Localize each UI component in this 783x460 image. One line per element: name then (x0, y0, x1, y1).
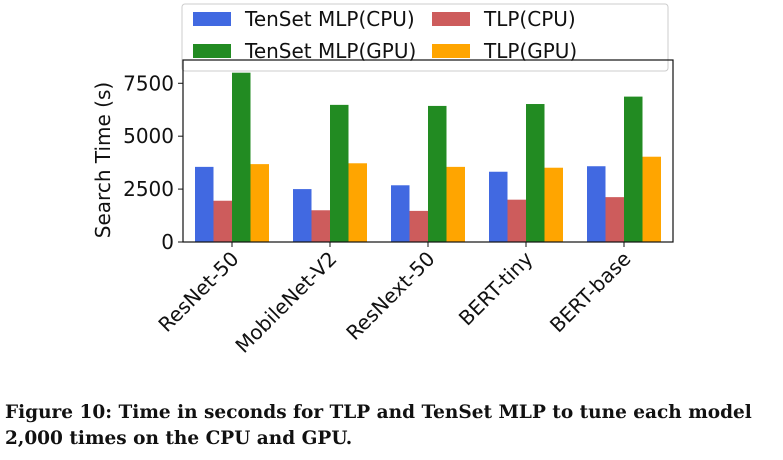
bar (213, 200, 232, 242)
legend-label: TLP(GPU) (483, 39, 577, 63)
bar (195, 166, 214, 242)
x-tick-label: ResNext-50 (341, 247, 439, 345)
bar (526, 104, 545, 242)
bar (293, 189, 312, 242)
bar (391, 185, 410, 242)
bar (232, 72, 251, 242)
bar (409, 210, 428, 242)
bar (624, 96, 643, 242)
bar (544, 167, 563, 242)
y-tick-label: 0 (161, 230, 174, 254)
bar (507, 199, 526, 242)
legend-swatch (193, 44, 231, 58)
bar (250, 164, 269, 242)
x-tick-label: BERT-tiny (454, 246, 538, 330)
legend-box (181, 3, 669, 72)
legend: TenSet MLP(CPU) TenSet MLP(GPU) TLP(CPU) TL… (181, 3, 669, 72)
y-tick-label: 5000 (123, 124, 174, 148)
legend-swatch (432, 12, 470, 26)
legend-label: TenSet MLP(CPU) (244, 7, 415, 31)
bar (489, 171, 508, 242)
figure-caption: Figure 10: Time in seconds for TLP and T… (5, 402, 752, 449)
x-tick-label: BERT-base (545, 247, 636, 338)
y-tick-label: 7500 (123, 71, 174, 95)
legend-swatch (432, 44, 470, 58)
bar (330, 104, 349, 243)
bar (446, 166, 465, 242)
chart: TenSet MLP(CPU) TenSet MLP(GPU) TLP(CPU) TL… (91, 3, 674, 358)
x-tick-label: MobileNet-V2 (230, 247, 341, 358)
legend-swatch (193, 12, 231, 26)
bar (428, 105, 447, 243)
legend-label: TenSet MLP(GPU) (244, 39, 416, 63)
bar (642, 156, 661, 242)
bar (587, 166, 606, 242)
bar (311, 210, 330, 242)
y-axis-label: Search Time (s) (91, 82, 115, 238)
bar (348, 163, 367, 242)
y-tick-label: 2500 (123, 177, 174, 201)
axes-frame (182, 59, 674, 243)
legend-label: TLP(CPU) (483, 7, 576, 31)
x-tick-label: ResNet-50 (153, 247, 243, 337)
bar (605, 197, 624, 242)
